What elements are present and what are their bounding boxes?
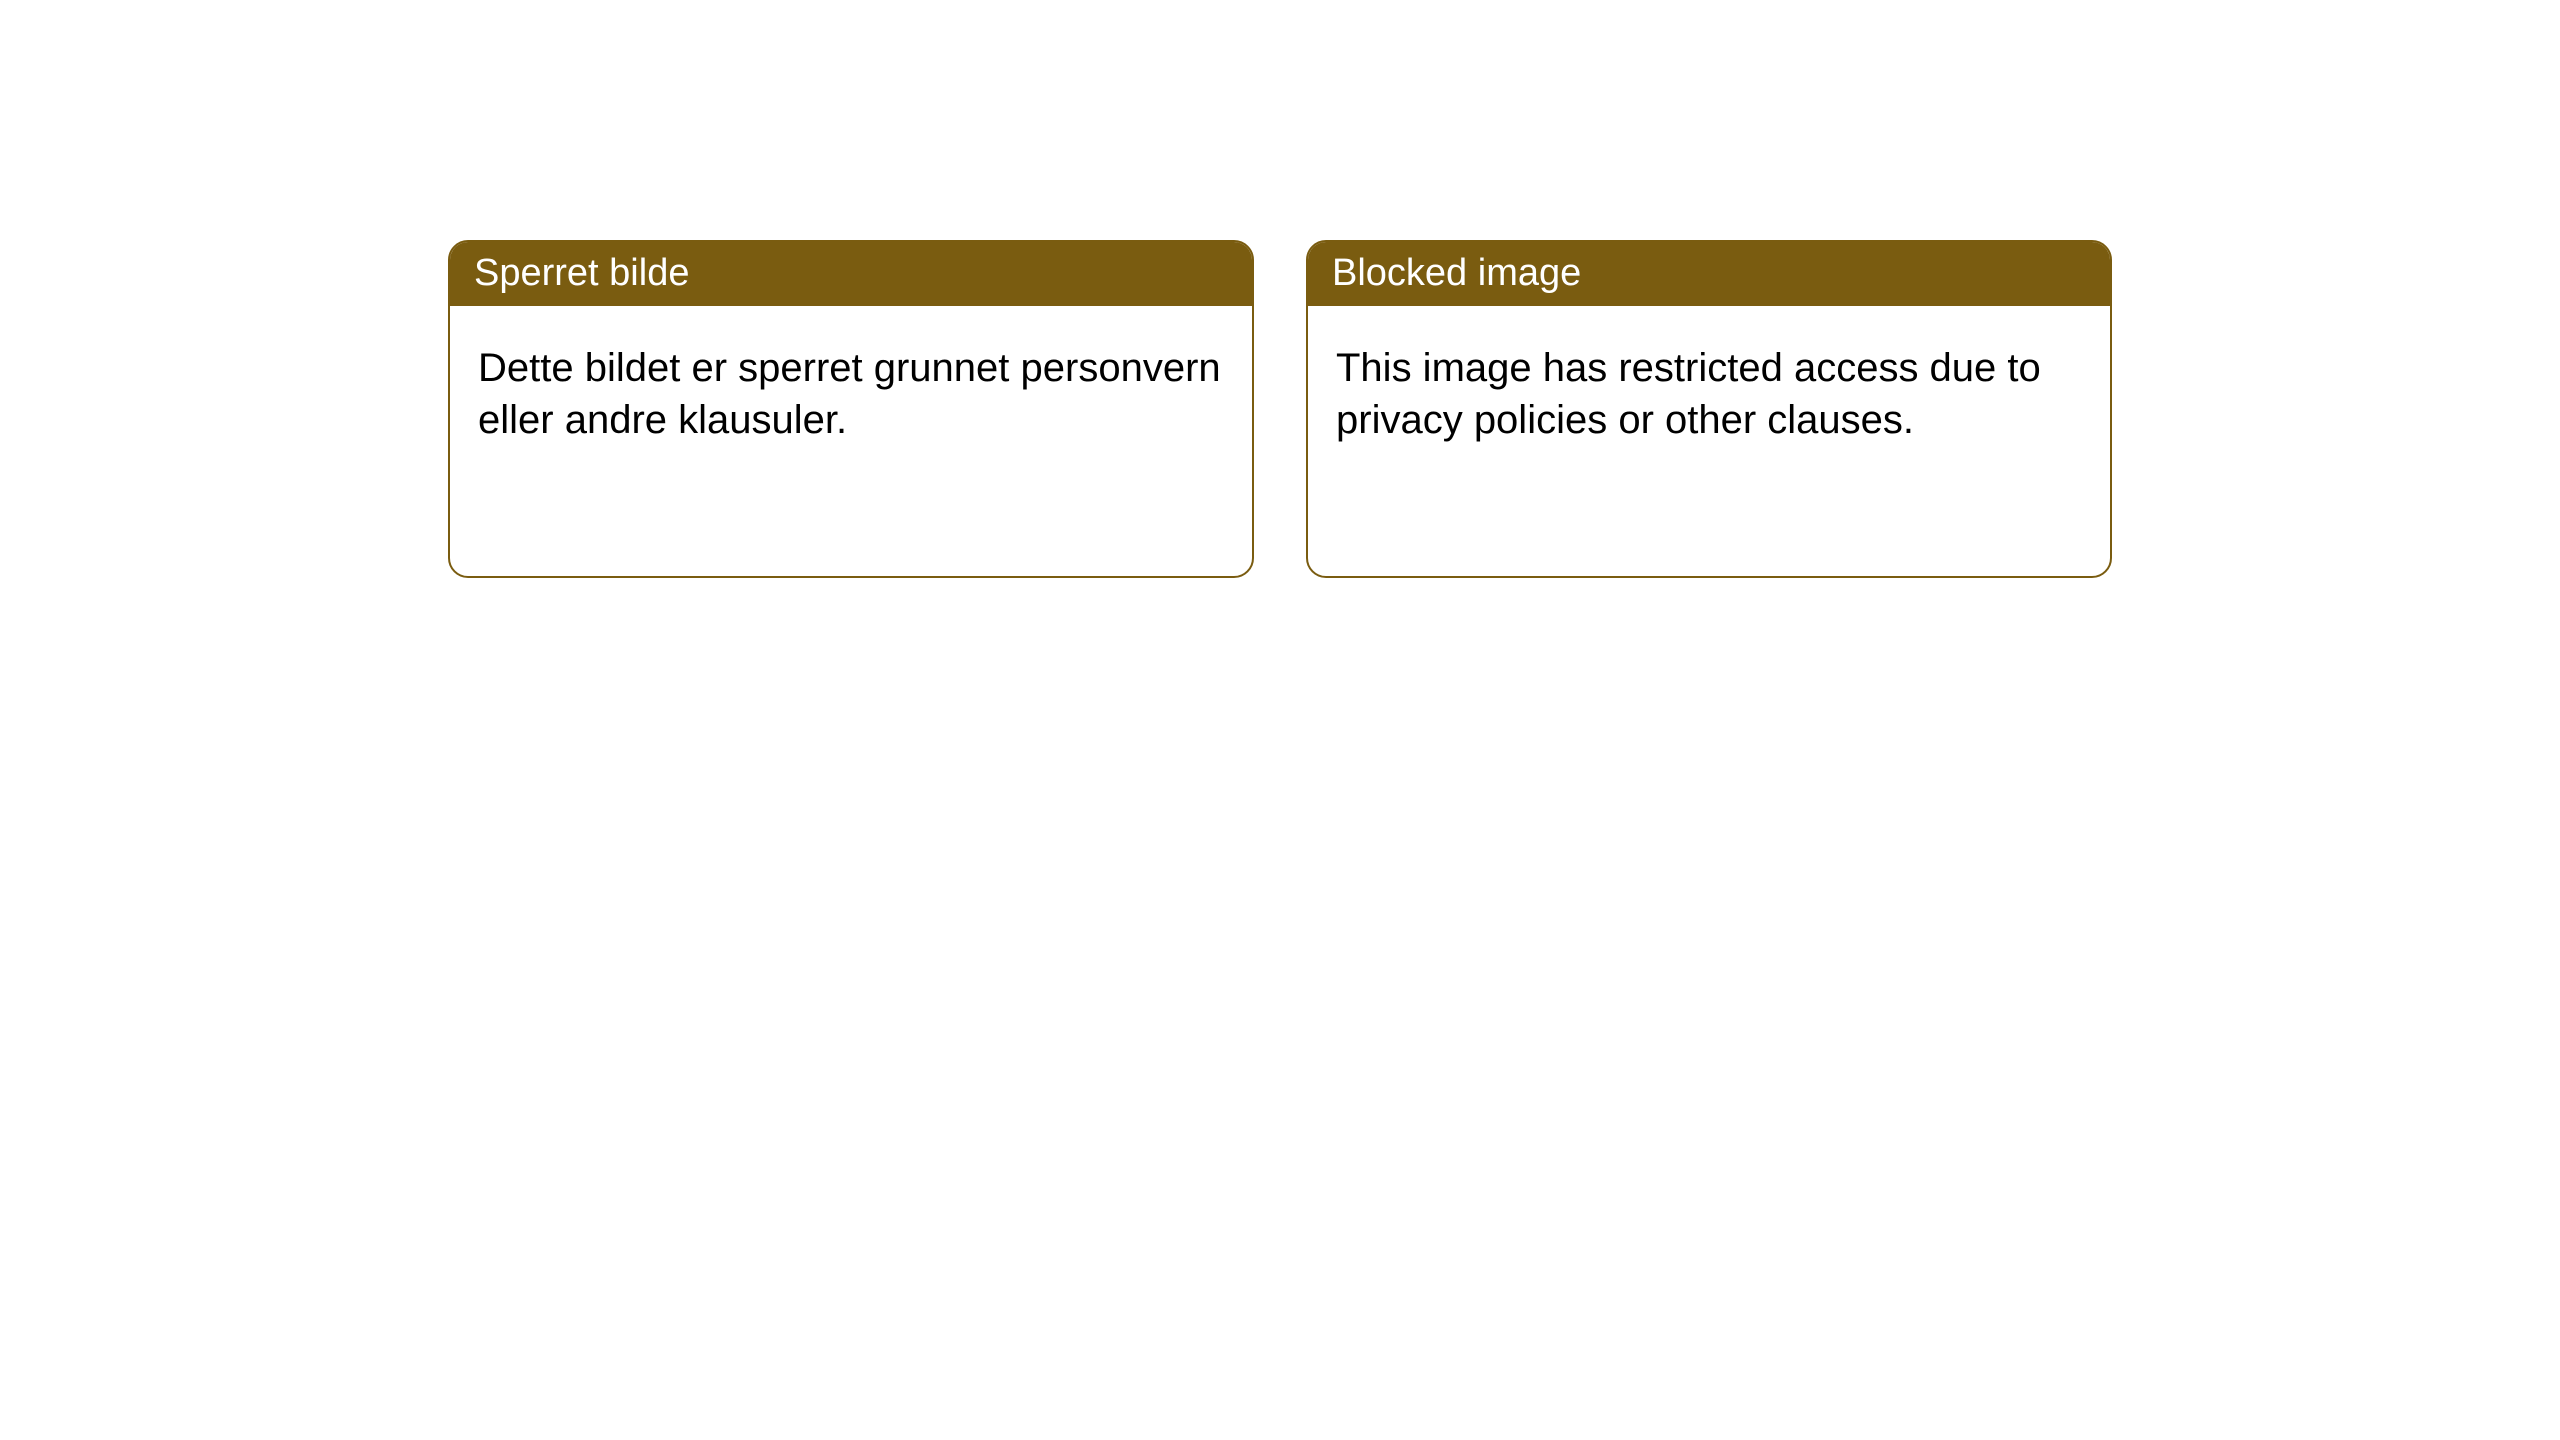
- notice-cards-container: Sperret bilde Dette bildet er sperret gr…: [0, 0, 2560, 578]
- card-header: Sperret bilde: [450, 242, 1252, 306]
- card-body: This image has restricted access due to …: [1308, 306, 2110, 576]
- card-body: Dette bildet er sperret grunnet personve…: [450, 306, 1252, 576]
- card-title: Sperret bilde: [474, 252, 689, 294]
- card-message: This image has restricted access due to …: [1336, 346, 2041, 442]
- blocked-image-card-english: Blocked image This image has restricted …: [1306, 240, 2112, 578]
- card-title: Blocked image: [1332, 252, 1581, 294]
- card-message: Dette bildet er sperret grunnet personve…: [478, 346, 1221, 442]
- blocked-image-card-norwegian: Sperret bilde Dette bildet er sperret gr…: [448, 240, 1254, 578]
- card-header: Blocked image: [1308, 242, 2110, 306]
